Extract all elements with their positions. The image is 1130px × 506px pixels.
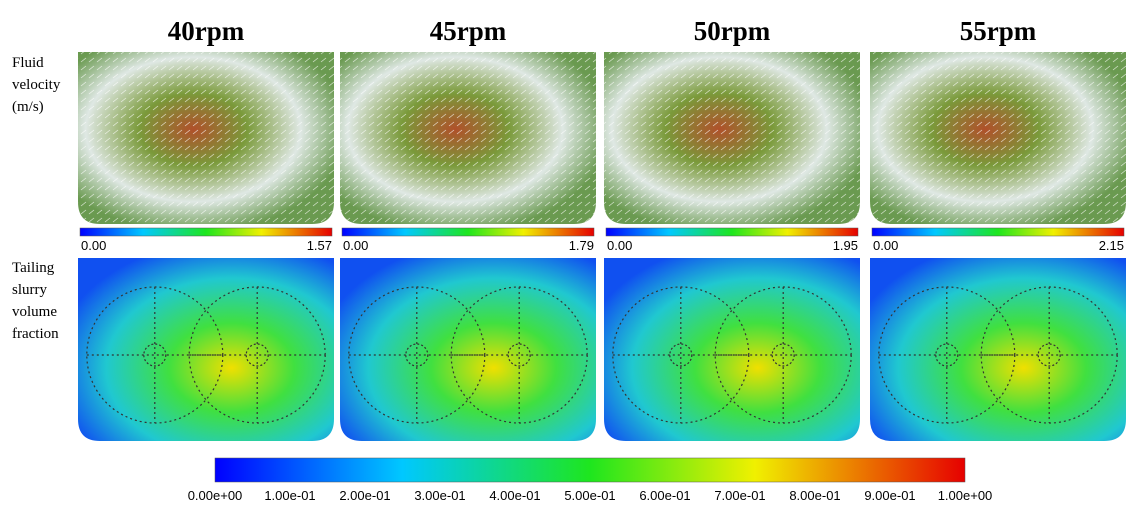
colorbar-tick-label: 7.00e-01 xyxy=(714,488,765,503)
colorbar-tick-label: 6.00e-01 xyxy=(639,488,690,503)
colorbar-tick-label: 1.00e+00 xyxy=(938,488,993,503)
colorbar-max: 1.57 xyxy=(307,238,332,253)
panel-title: 50rpm xyxy=(694,16,771,46)
velocity-arrows xyxy=(78,52,334,224)
velocity-arrows xyxy=(604,52,860,224)
velocity-colorbar xyxy=(872,228,1124,236)
row-label: velocity xyxy=(12,77,61,93)
figure: Fluid velocity (m/s) Tailing slurry volume fra… xyxy=(0,0,1130,506)
fraction-field xyxy=(78,258,334,441)
fraction-field xyxy=(604,258,860,441)
velocity-colorbar xyxy=(342,228,594,236)
panel-title: 45rpm xyxy=(430,16,507,46)
row-label: volume xyxy=(12,304,57,320)
colorbar-max: 2.15 xyxy=(1099,238,1124,253)
velocity-colorbar xyxy=(606,228,858,236)
colorbar-tick-label: 5.00e-01 xyxy=(564,488,615,503)
colorbar-tick-label: 3.00e-01 xyxy=(414,488,465,503)
row-label: (m/s) xyxy=(12,99,44,115)
colorbar-tick-label: 2.00e-01 xyxy=(339,488,390,503)
row-label: Fluid xyxy=(12,55,44,71)
colorbar-max: 1.95 xyxy=(833,238,858,253)
row-label: fraction xyxy=(12,326,59,342)
colorbar-min: 0.00 xyxy=(607,238,632,253)
colorbar-min: 0.00 xyxy=(81,238,106,253)
panel-title: 55rpm xyxy=(960,16,1037,46)
colorbar xyxy=(215,458,965,482)
colorbar-tick-label: 4.00e-01 xyxy=(489,488,540,503)
colorbar-min: 0.00 xyxy=(343,238,368,253)
row-label: slurry xyxy=(12,282,47,298)
colorbar-tick-label: 8.00e-01 xyxy=(789,488,840,503)
velocity-colorbar xyxy=(80,228,332,236)
colorbar-max: 1.79 xyxy=(569,238,594,253)
colorbar-tick-label: 0.00e+00 xyxy=(188,488,243,503)
velocity-arrows xyxy=(340,52,596,224)
fraction-field xyxy=(870,258,1126,441)
colorbar-tick-label: 1.00e-01 xyxy=(264,488,315,503)
colorbar-tick-label: 9.00e-01 xyxy=(864,488,915,503)
row-label: Tailing xyxy=(12,260,55,276)
velocity-arrows xyxy=(870,52,1126,224)
fraction-field xyxy=(340,258,596,441)
panel-title: 40rpm xyxy=(168,16,245,46)
colorbar-min: 0.00 xyxy=(873,238,898,253)
